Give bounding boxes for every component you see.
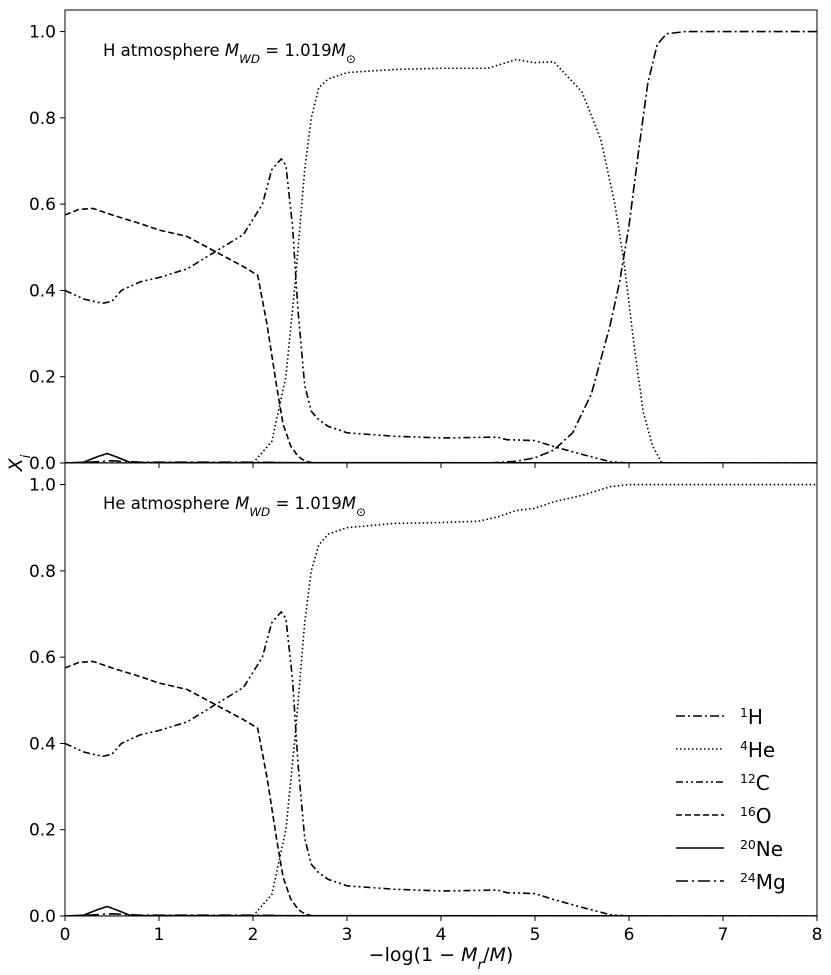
y-tick-label: 0.6 [29, 648, 56, 668]
panel-h-atmosphere: 0.0 0.2 0.4 0.6 0.8 1.0 H atmosphere MWD = 1.0… [29, 9, 818, 474]
series-16O [65, 660, 817, 916]
y-tick-label: 0.0 [29, 907, 56, 927]
panel-title: He atmosphere MWD = 1.019M⊙ [103, 494, 366, 519]
y-tick-label: 1.0 [29, 23, 56, 43]
y-tick-label: 0.4 [29, 281, 56, 301]
x-tick-label: 5 [530, 925, 541, 945]
legend-label-20Ne: 20Ne [740, 837, 783, 862]
series-12C [65, 611, 630, 916]
panel-title: H atmosphere MWD = 1.019M⊙ [103, 41, 356, 66]
x-tick-label: 3 [342, 925, 353, 945]
series-1H [65, 30, 817, 463]
legend-label-1H: 1H [740, 705, 763, 730]
y-tick-label: 0.0 [29, 454, 56, 474]
series-12C [65, 158, 630, 463]
series-4He [65, 483, 817, 916]
x-tick-label: 2 [248, 925, 259, 945]
legend: 1H 4He 12C 16O 20Ne 24Mg [676, 705, 786, 895]
series-20Ne [65, 905, 817, 916]
y-tick-label: 0.2 [29, 368, 56, 388]
x-tick-label: 8 [812, 925, 823, 945]
y-tick-label: 0.6 [29, 195, 56, 215]
x-tick-label: 4 [436, 925, 447, 945]
legend-label-4He: 4He [740, 738, 775, 763]
y-axis-label: Xi [5, 454, 34, 472]
y-tick-label: 0.4 [29, 734, 56, 754]
legend-label-12C: 12C [740, 771, 770, 796]
x-tick-label: 0 [60, 925, 71, 945]
legend-label-24Mg: 24Mg [740, 870, 786, 895]
x-tick-label: 1 [154, 925, 165, 945]
x-axis-label: −log(1 − Mr/M) [369, 944, 514, 973]
y-tick-label: 0.8 [29, 109, 56, 129]
x-tick-label: 7 [718, 925, 729, 945]
x-tick-label: 6 [624, 925, 635, 945]
series-24Mg [65, 913, 817, 916]
y-tick-label: 0.2 [29, 821, 56, 841]
series-4He [65, 58, 817, 463]
plot-frame [64, 9, 818, 464]
y-tick-label: 1.0 [29, 476, 56, 496]
legend-label-16O: 16O [740, 804, 772, 829]
y-tick-label: 0.8 [29, 562, 56, 582]
series-16O [65, 207, 817, 463]
panel-he-atmosphere: 0.0 0.2 0.4 0.6 0.8 1.0 0 1 2 3 4 5 6 7 8 He atmosphere… [29, 462, 823, 945]
